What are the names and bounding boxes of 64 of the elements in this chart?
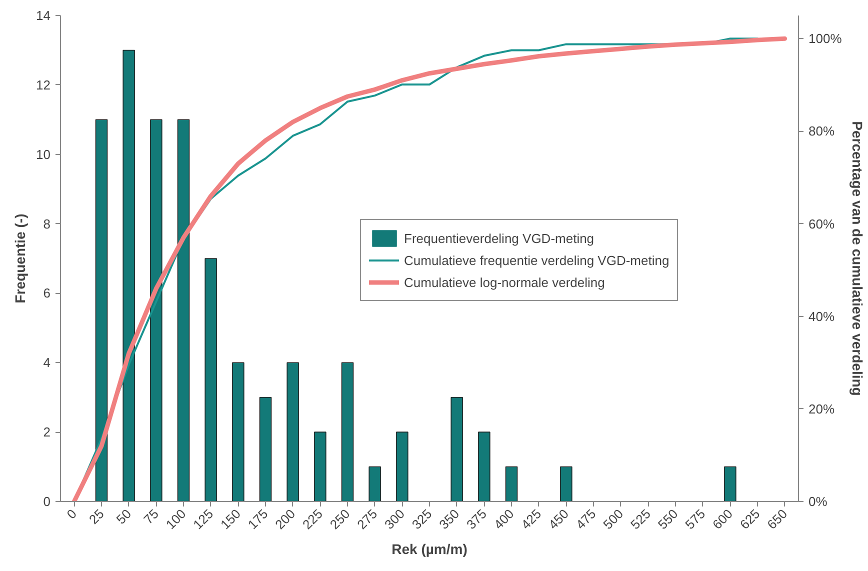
x-tick-label: 375 <box>464 506 490 532</box>
y2-tick-label: 100% <box>808 31 842 46</box>
y-tick-label: 10 <box>36 146 51 162</box>
bar <box>450 396 463 502</box>
x-tick-label: 350 <box>436 506 462 532</box>
bar <box>150 119 162 502</box>
bar <box>122 50 135 502</box>
x-tick-label: 75 <box>140 506 162 528</box>
bar <box>396 432 408 502</box>
y2-tick-label: 60% <box>808 216 835 232</box>
x-tick-label: 250 <box>326 506 353 532</box>
x-tick-label: 550 <box>654 506 681 532</box>
y-tick-label: 6 <box>43 286 51 301</box>
y2-axis-title: Percentage van de cumulatieve verdeling <box>850 121 866 396</box>
bar <box>560 466 572 502</box>
x-tick-label: 325 <box>408 506 435 532</box>
x-tick-label: 100 <box>162 506 189 532</box>
y2-tick-label: 20% <box>808 401 835 416</box>
bar <box>259 396 272 502</box>
bar <box>505 466 518 502</box>
y2-tick-label: 80% <box>808 124 835 139</box>
x-tick-label: 275 <box>354 506 380 532</box>
bar <box>204 258 217 502</box>
x-tick-label: 400 <box>490 506 517 532</box>
bar <box>177 119 190 502</box>
x-tick-label: 225 <box>300 506 326 532</box>
x-tick-label: 150 <box>218 506 244 532</box>
x-tick-label: 25 <box>86 506 107 528</box>
x-tick-label: 425 <box>518 506 544 532</box>
legend-label: Frequentieverdeling VGD-meting <box>404 230 594 246</box>
x-tick-label: 600 <box>710 506 736 532</box>
bar <box>368 466 381 502</box>
bar <box>478 432 490 502</box>
y-tick-label: 14 <box>36 8 51 23</box>
x-axis-title: Rek (µm/m) <box>392 541 468 558</box>
y-tick-label: 0 <box>43 494 51 509</box>
y-axis-title: Frequentie (-) <box>12 214 28 304</box>
x-tick-label: 50 <box>113 506 134 528</box>
bar <box>314 432 326 502</box>
bar <box>95 119 108 502</box>
x-tick-label: 125 <box>190 506 216 532</box>
bar <box>232 362 244 502</box>
bar <box>724 466 736 502</box>
x-tick-label: 200 <box>272 506 298 532</box>
legend-label: Cumulatieve frequentie verdeling VGD-meting <box>404 252 670 268</box>
legend-label: Cumulatieve log-normale verdeling <box>404 274 605 290</box>
x-tick-label: 0 <box>64 506 80 522</box>
y-tick-label: 8 <box>43 216 51 232</box>
y2-tick-label: 0% <box>808 494 828 509</box>
x-tick-label: 500 <box>600 506 626 532</box>
x-tick-label: 625 <box>736 506 763 532</box>
y-tick-label: 2 <box>43 424 51 440</box>
y2-tick-label: 40% <box>808 308 835 324</box>
x-tick-label: 650 <box>764 506 790 532</box>
x-tick-label: 475 <box>572 506 599 532</box>
x-tick-label: 575 <box>682 506 708 532</box>
x-tick-label: 175 <box>244 506 271 532</box>
x-tick-label: 450 <box>546 506 572 532</box>
y-tick-label: 12 <box>36 77 51 92</box>
y-tick-label: 4 <box>43 355 51 370</box>
x-tick-label: 525 <box>628 506 654 532</box>
x-tick-label: 300 <box>382 506 408 532</box>
bar <box>286 362 299 502</box>
bar <box>341 362 354 502</box>
